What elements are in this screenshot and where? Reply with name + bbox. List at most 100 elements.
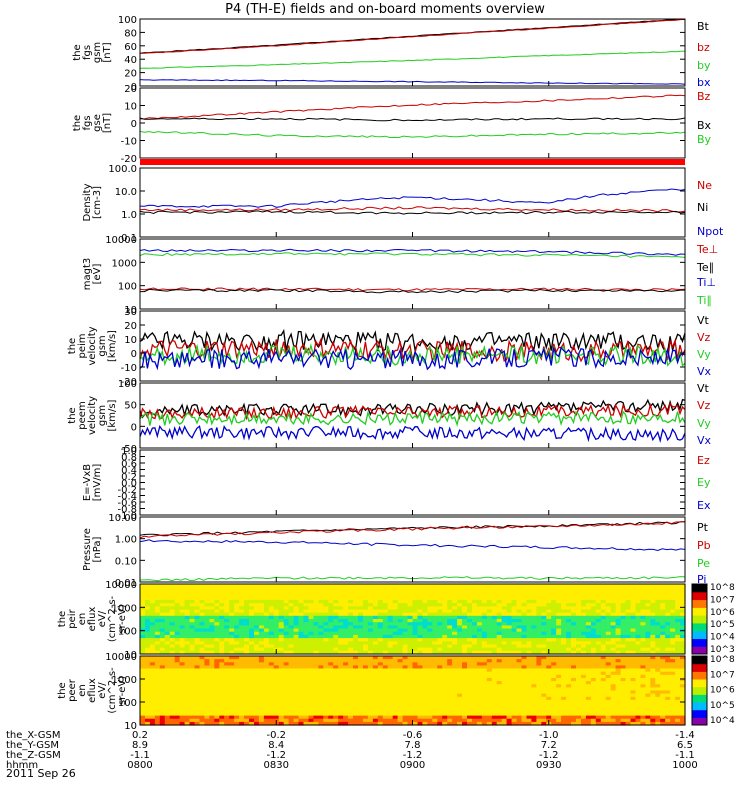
heatmap-cell xyxy=(457,712,463,717)
heatmap-cell xyxy=(645,696,651,701)
heatmap-cell xyxy=(526,631,533,636)
heatmap-cell xyxy=(645,668,651,673)
heatmap-cell xyxy=(417,693,424,698)
heatmap-cell xyxy=(258,609,265,614)
heatmap-cell xyxy=(244,596,250,601)
heatmap-cell xyxy=(595,628,602,633)
heatmap-cell xyxy=(377,587,384,591)
heatmap-cell xyxy=(670,631,676,636)
heatmap-cell xyxy=(561,656,567,660)
y-tick-label: 0.4 xyxy=(121,466,137,477)
heatmap-cell xyxy=(303,668,310,673)
y-axis-label: [nT] xyxy=(102,113,113,133)
heatmap-cell xyxy=(615,659,622,663)
heatmap-cell xyxy=(481,628,488,633)
heatmap-cell xyxy=(382,650,389,655)
heatmap-cell xyxy=(159,650,166,655)
heatmap-cell xyxy=(219,690,225,695)
heatmap-cell xyxy=(159,612,166,617)
heatmap-cell xyxy=(353,718,359,723)
heatmap-cell xyxy=(595,684,602,688)
heatmap-cell xyxy=(328,662,334,666)
heatmap-cell xyxy=(680,634,686,639)
heatmap-cell xyxy=(244,662,250,666)
heatmap-cell xyxy=(224,647,230,652)
heatmap-cell xyxy=(219,634,225,639)
heatmap-cell xyxy=(298,644,305,649)
y-tick-label: 0.1 xyxy=(121,233,137,244)
heatmap-cell xyxy=(258,647,265,652)
heatmap-cell xyxy=(442,641,448,646)
heatmap-cell xyxy=(219,668,225,673)
heatmap-cell xyxy=(387,709,394,713)
heatmap-cell xyxy=(402,687,409,692)
heatmap-cell xyxy=(303,662,310,666)
heatmap-cell xyxy=(239,684,245,688)
heatmap-cell xyxy=(283,674,290,679)
heatmap-cell xyxy=(600,628,607,633)
heatmap-cell xyxy=(407,709,414,713)
heatmap-cell xyxy=(387,674,394,679)
heatmap-cell xyxy=(392,674,399,679)
legend-entry: Pi xyxy=(697,573,706,586)
heatmap-cell xyxy=(476,699,483,704)
heatmap-cell xyxy=(561,684,567,688)
heatmap-cell xyxy=(600,650,607,655)
heatmap-cell xyxy=(486,650,493,655)
heatmap-cell xyxy=(219,612,225,617)
heatmap-cell xyxy=(506,721,513,726)
heatmap-cell xyxy=(457,622,463,626)
heatmap-cell xyxy=(630,628,637,633)
heatmap-cell xyxy=(516,619,523,623)
heatmap-cell xyxy=(600,659,607,663)
heatmap-cell xyxy=(174,665,181,670)
heatmap-cell xyxy=(640,671,646,676)
heatmap-cell xyxy=(402,703,409,707)
heatmap-cell xyxy=(229,625,235,630)
heatmap-cell xyxy=(432,606,438,611)
heatmap-cell xyxy=(179,587,186,591)
heatmap-cell xyxy=(363,656,369,660)
heatmap-cell xyxy=(358,650,364,655)
heatmap-cell xyxy=(258,671,265,676)
heatmap-cell xyxy=(298,709,305,713)
heatmap-cell xyxy=(511,641,518,646)
heatmap-cell xyxy=(229,662,235,666)
heatmap-cell xyxy=(199,662,206,666)
heatmap-cell xyxy=(244,690,250,695)
heatmap-cell xyxy=(204,674,210,679)
heatmap-cell xyxy=(417,678,424,682)
heatmap-cell xyxy=(600,699,607,704)
heatmap-cell xyxy=(263,678,270,682)
heatmap-cell xyxy=(556,587,562,591)
heatmap-cell xyxy=(407,715,414,720)
heatmap-cell xyxy=(268,659,275,663)
heatmap-cell xyxy=(224,644,230,649)
heatmap-cell xyxy=(333,668,339,673)
heatmap-cell xyxy=(244,715,250,720)
heatmap-cell xyxy=(367,662,374,666)
heatmap-cell xyxy=(595,690,602,695)
heatmap-cell xyxy=(590,596,597,601)
heatmap-cell xyxy=(348,590,354,595)
y-tick-label: 100 xyxy=(118,15,137,26)
heatmap-cell xyxy=(590,684,597,688)
heatmap-cell xyxy=(645,609,651,614)
heatmap-cell xyxy=(288,684,295,688)
y-axis-label: [mV/m] xyxy=(92,464,103,502)
heatmap-cell xyxy=(427,638,433,642)
heatmap-cell xyxy=(417,696,424,701)
heatmap-cell xyxy=(387,615,394,620)
heatmap-cell xyxy=(620,671,627,676)
heatmap-cell xyxy=(214,606,220,611)
heatmap-cell xyxy=(417,703,424,707)
heatmap-cell xyxy=(283,615,290,620)
heatmap-cell xyxy=(680,596,686,601)
heatmap-cell xyxy=(353,696,359,701)
heatmap-cell xyxy=(194,709,201,713)
heatmap-cell xyxy=(239,721,245,726)
heatmap-cell xyxy=(189,647,196,652)
heatmap-cell xyxy=(680,619,686,623)
heatmap-cell xyxy=(511,684,518,688)
heatmap-cell xyxy=(343,656,349,660)
